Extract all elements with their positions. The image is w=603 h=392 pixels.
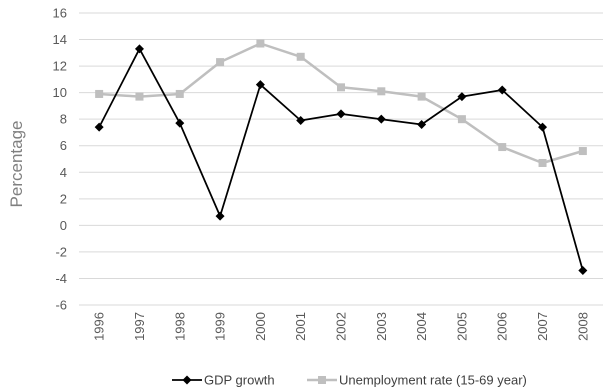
data-point <box>256 39 265 48</box>
x-tick-label: 1998 <box>172 312 187 341</box>
x-tick-label: 2004 <box>414 312 429 341</box>
y-tick-label: 16 <box>53 6 67 21</box>
data-point <box>296 116 306 126</box>
data-point <box>296 52 305 61</box>
y-tick-label: 8 <box>60 112 67 127</box>
x-tick-label: 2003 <box>374 312 389 341</box>
data-point <box>336 109 346 119</box>
data-point <box>498 143 507 152</box>
x-tick-label: 2000 <box>253 312 268 341</box>
data-point <box>175 89 184 98</box>
data-point <box>538 158 547 167</box>
y-tick-label: 6 <box>60 138 67 153</box>
y-tick-label: -4 <box>55 271 67 286</box>
data-point <box>417 119 427 129</box>
series-line <box>98 47 584 271</box>
data-point <box>497 85 507 95</box>
data-point <box>216 58 225 67</box>
legend-label: GDP growth <box>204 373 275 388</box>
x-tick-label: 2008 <box>575 312 590 341</box>
series-1 <box>95 39 587 167</box>
x-tick-label: 2001 <box>293 312 308 341</box>
x-tick-label: 1997 <box>132 312 147 341</box>
y-tick-label: 14 <box>53 32 67 47</box>
data-point <box>457 115 466 124</box>
y-tick-label: -6 <box>55 298 67 313</box>
legend-label: Unemployment rate (15-69 year) <box>339 373 527 388</box>
data-point <box>175 118 185 128</box>
y-tick-label: 12 <box>53 59 67 74</box>
y-tick-label: 0 <box>60 218 67 233</box>
x-tick-label: 2005 <box>454 312 469 341</box>
data-point <box>377 87 386 96</box>
data-point <box>457 92 467 102</box>
y-tick-label: 4 <box>60 165 67 180</box>
series-layer <box>94 39 588 275</box>
x-tick-label: 2006 <box>495 312 510 341</box>
x-tick-labels: 1996 1997 1998 1999 2000 2001 2002 2003 2004 2005… <box>92 312 591 341</box>
data-point <box>578 147 587 156</box>
y-tick-label: 2 <box>60 191 67 206</box>
data-point <box>376 114 386 124</box>
data-point <box>95 89 104 98</box>
legend-item: GDP growth <box>172 373 275 388</box>
y-tick-labels: -6 -4 -2 0 2 4 6 8 10 12 14 16 <box>53 6 67 313</box>
series-0 <box>94 44 588 275</box>
data-point <box>135 92 144 101</box>
legend-item: Unemployment rate (15-69 year) <box>307 373 527 388</box>
x-tick-label: 1996 <box>92 312 107 341</box>
legend: GDP growth Unemployment rate (15-69 year) <box>172 373 527 388</box>
x-tick-label: 1999 <box>213 312 228 341</box>
y-axis-title: Percentage <box>7 121 26 208</box>
legend-marker <box>182 375 192 385</box>
legend-marker <box>318 376 326 384</box>
data-point <box>134 44 144 54</box>
x-tick-label: 2007 <box>535 312 550 341</box>
gridlines <box>79 12 603 306</box>
y-tick-label: -2 <box>55 244 67 259</box>
y-tick-label: 10 <box>53 85 67 100</box>
data-point <box>255 80 265 90</box>
data-point <box>538 122 548 132</box>
data-point <box>215 211 225 221</box>
data-point <box>578 265 588 275</box>
series-line <box>99 42 584 165</box>
data-point <box>337 83 345 92</box>
x-tick-label: 2002 <box>334 312 349 341</box>
data-point <box>94 122 104 132</box>
data-point <box>417 92 426 101</box>
